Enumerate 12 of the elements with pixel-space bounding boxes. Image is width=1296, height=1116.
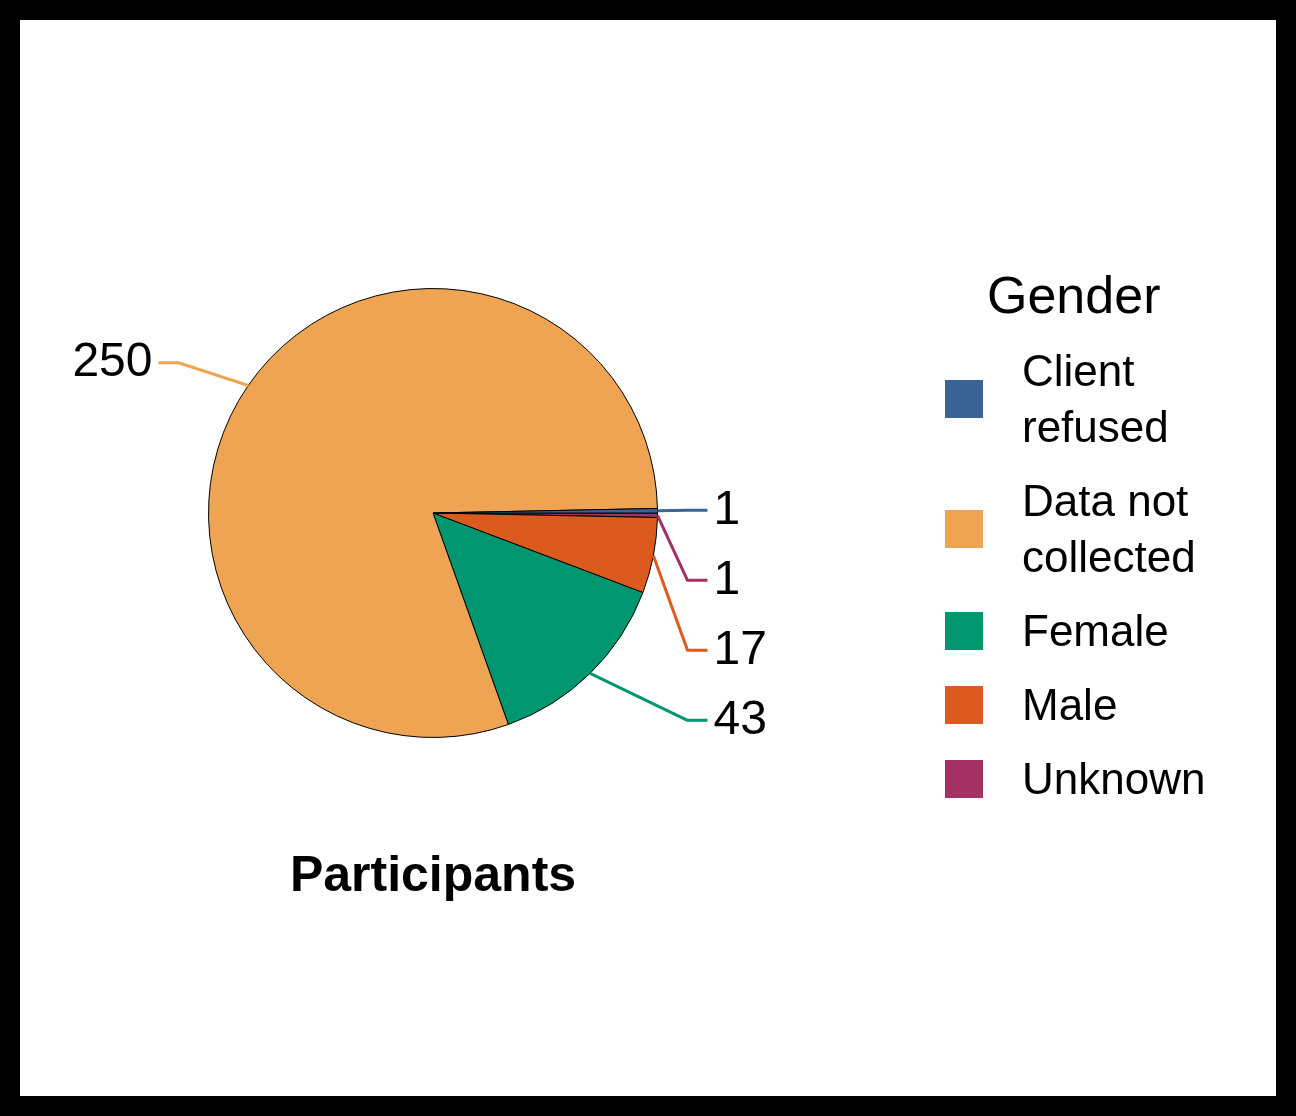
legend-label: Client refused <box>1022 345 1170 453</box>
legend-label: Male <box>1022 679 1119 731</box>
data-label: 1 <box>713 550 741 604</box>
data-label: 43 <box>713 690 767 744</box>
legend-title: Gender <box>986 265 1162 325</box>
data-label: 17 <box>713 620 767 674</box>
legend-label: Unknown <box>1022 753 1207 805</box>
data-label: 1 <box>713 480 741 534</box>
data-label: 250 <box>72 332 153 386</box>
legend-label: Data not collected <box>1022 475 1197 583</box>
legend-label: Female <box>1022 605 1170 657</box>
text: Participants <box>288 845 578 903</box>
